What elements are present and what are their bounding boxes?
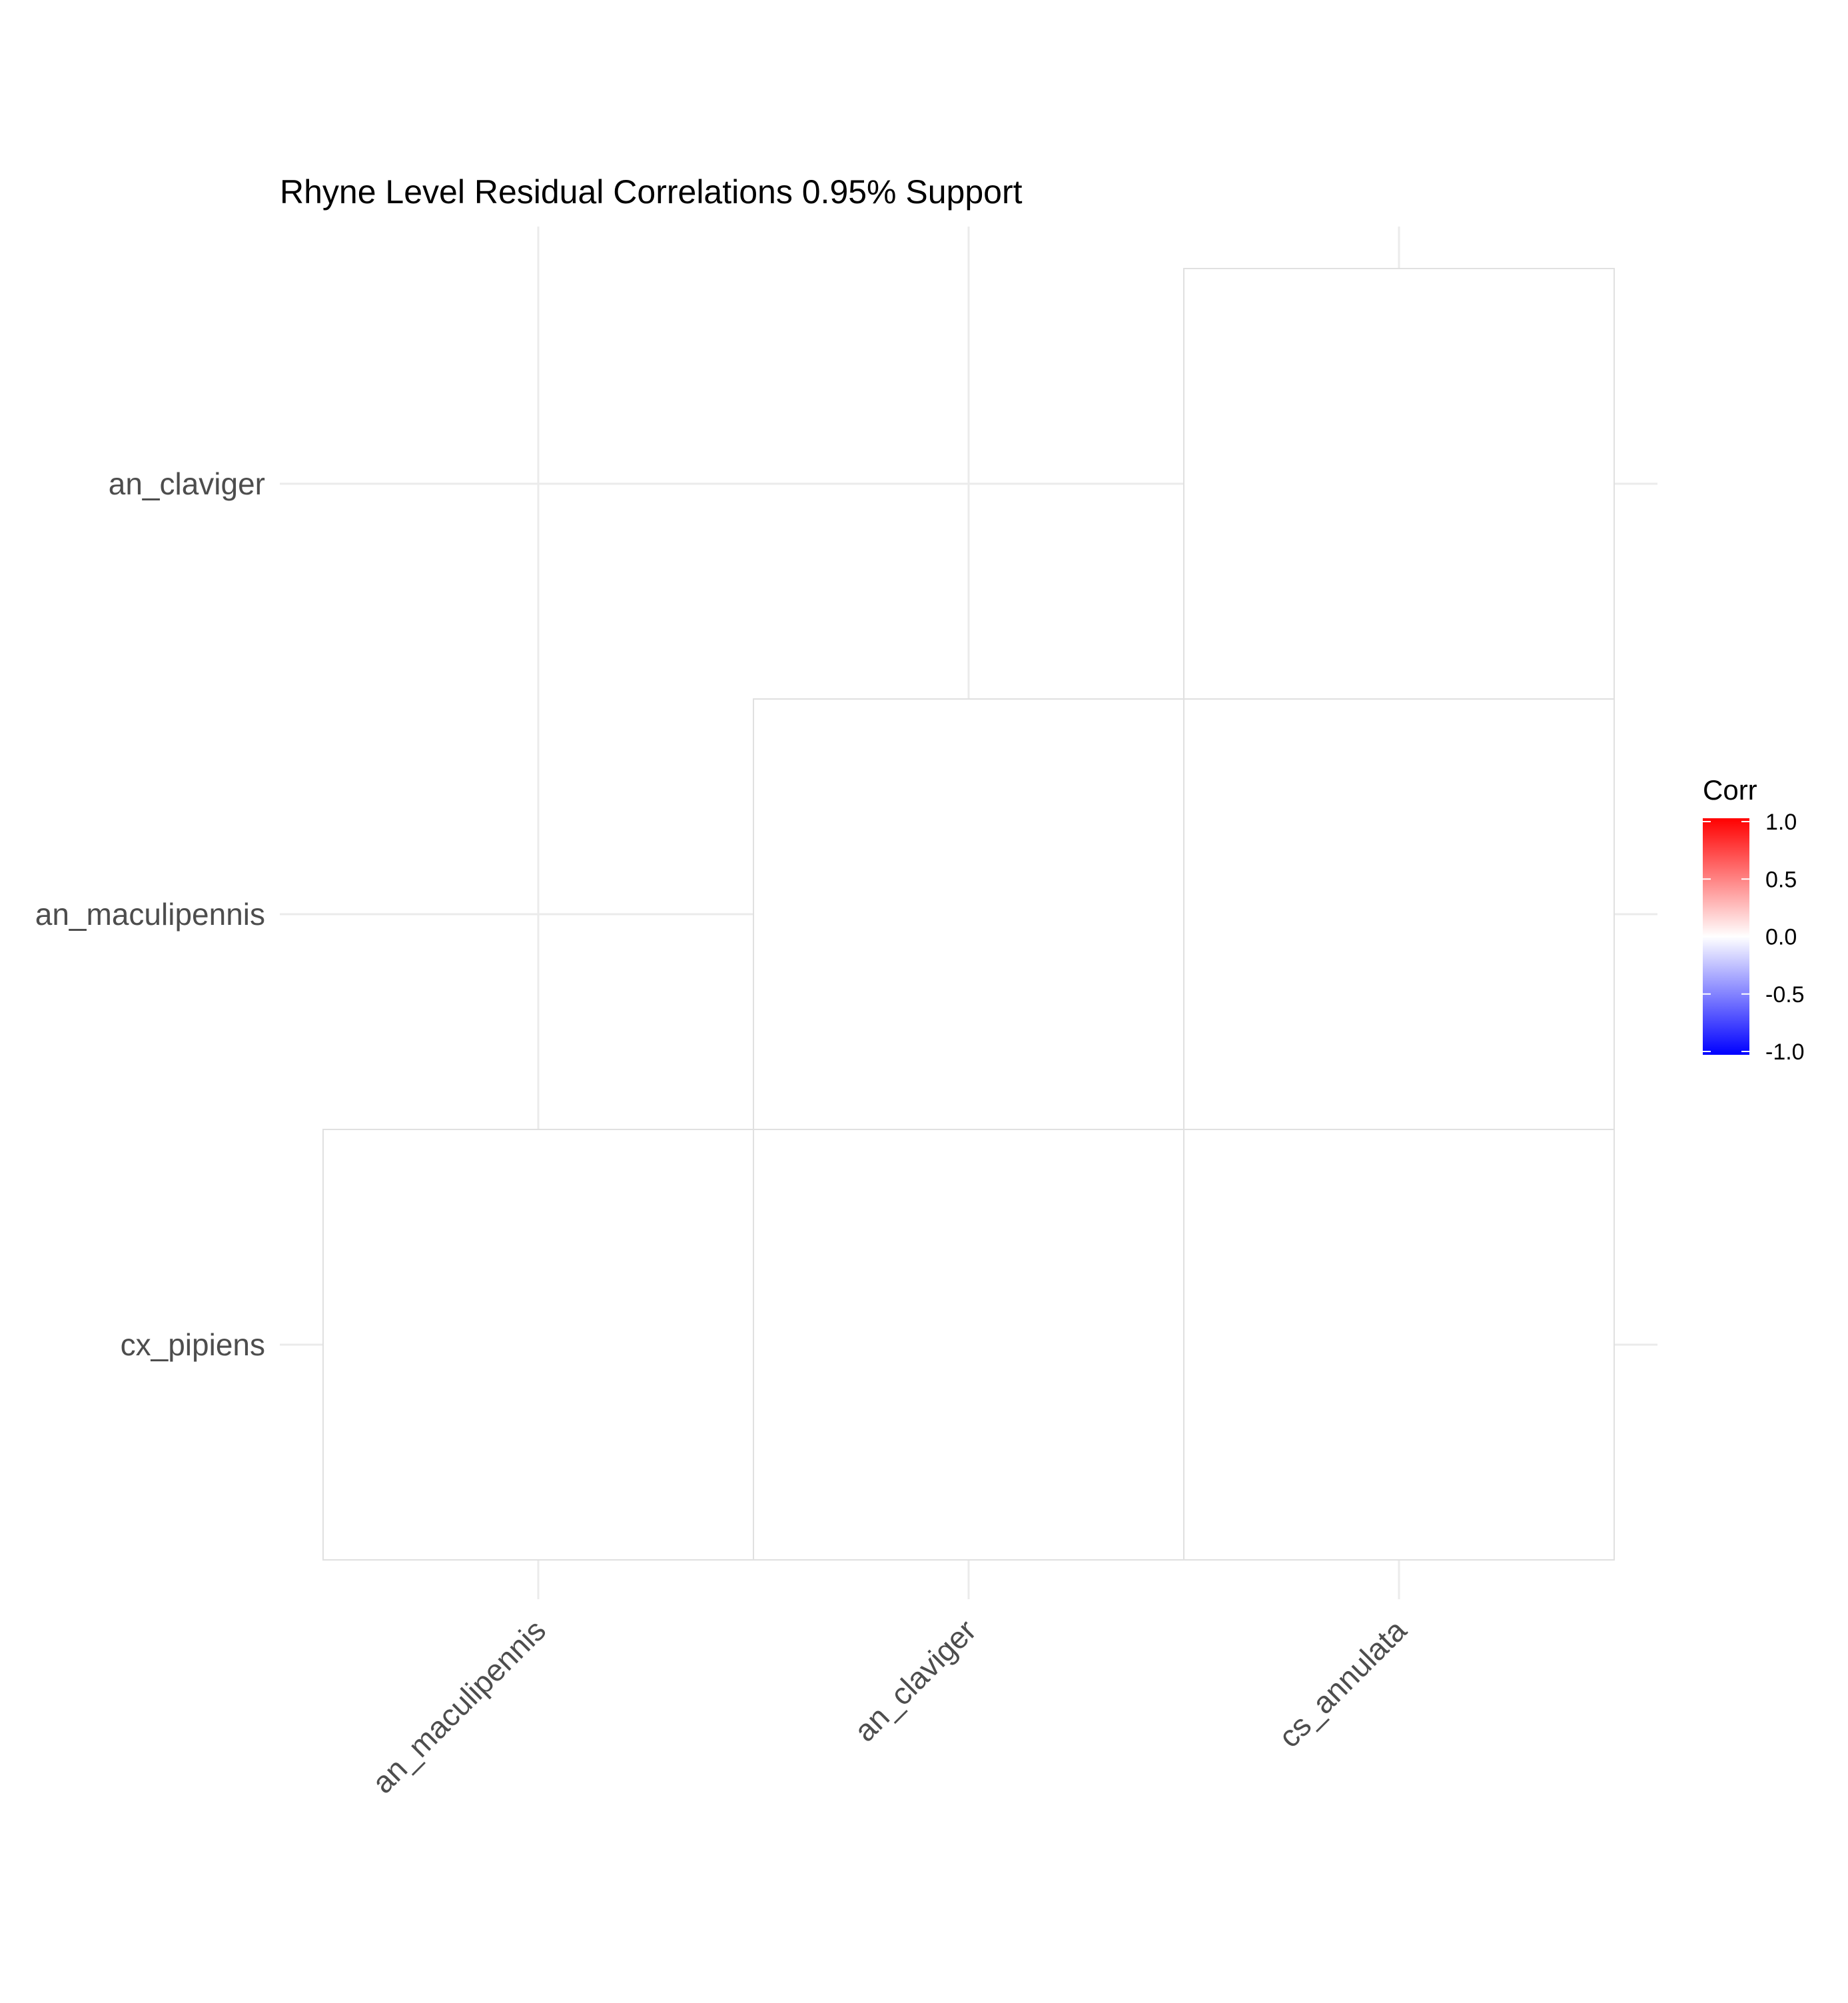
legend: Corr 1.0 0.5 0.0 -0.5 -1.0 <box>1703 774 1805 1065</box>
heatmap-tile <box>1183 1129 1615 1561</box>
legend-tick-label: -0.5 <box>1765 982 1805 1007</box>
legend-tick-label: -1.0 <box>1765 1039 1805 1065</box>
x-tick-label: an_maculipennis <box>365 1613 552 1800</box>
heatmap-tile <box>1183 698 1615 1130</box>
y-axis-tick-labels: an_claviger an_maculipennis cx_pipiens <box>35 466 265 1362</box>
y-tick-label: an_claviger <box>109 466 265 501</box>
legend-title: Corr <box>1703 774 1757 806</box>
x-axis-tick-labels: an_maculipennis an_claviger cs_annulata <box>365 1613 1413 1800</box>
heatmap-tile <box>1183 268 1615 700</box>
chart-title: Rhyne Level Residual Correlations 0.95% … <box>280 173 1023 211</box>
heatmap-tile <box>322 1129 754 1561</box>
x-tick-label: an_claviger <box>847 1613 983 1748</box>
y-tick-label: an_maculipennis <box>35 897 265 932</box>
y-tick-label: cx_pipiens <box>121 1327 265 1362</box>
x-tick-label: cs_annulata <box>1272 1613 1413 1754</box>
heatmap-tile <box>753 698 1184 1130</box>
legend-tick-label: 0.5 <box>1765 867 1797 892</box>
legend-tick-label: 1.0 <box>1765 810 1797 835</box>
heatmap-tile <box>753 1129 1184 1561</box>
legend-ticks: 1.0 0.5 0.0 -0.5 -1.0 <box>1703 810 1805 1065</box>
legend-tick-label: 0.0 <box>1765 925 1797 950</box>
heatmap-tiles <box>322 268 1615 1561</box>
